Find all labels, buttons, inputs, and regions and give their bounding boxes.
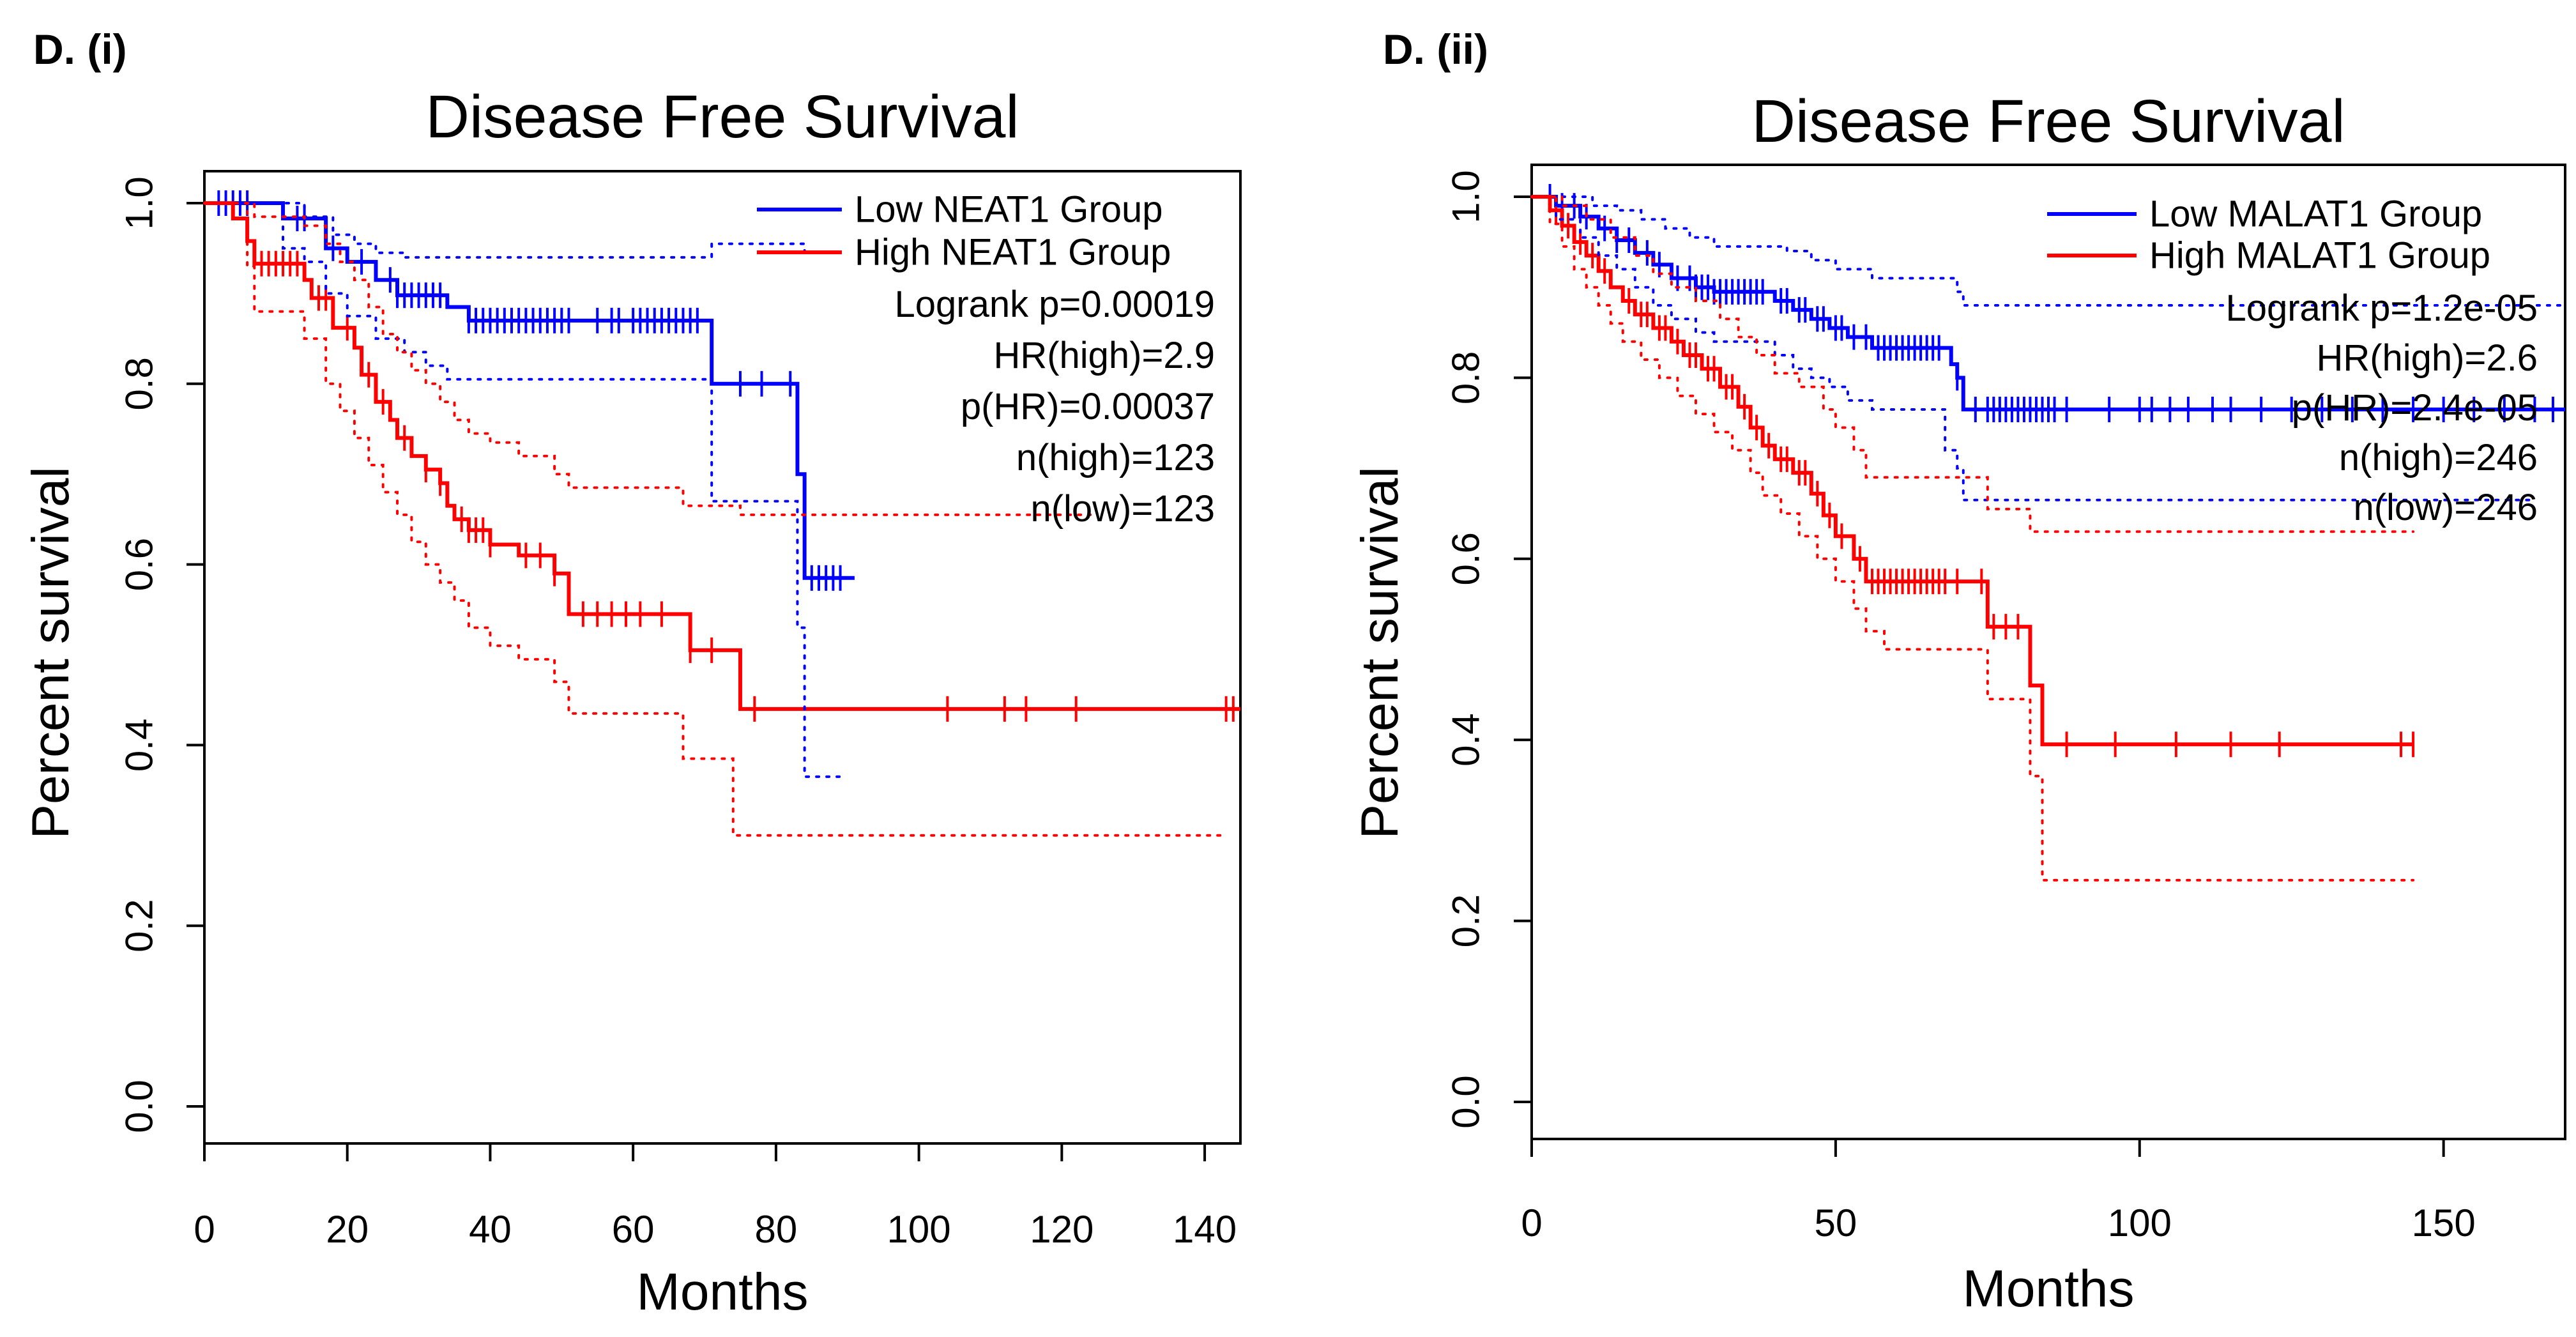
low-malat1-ci-lower — [1530, 195, 2536, 501]
low-neat1-group-curve — [204, 201, 855, 580]
stat-text: n(high)=246 — [2339, 437, 2538, 478]
x-axis-title: Months — [1963, 1260, 2135, 1318]
y-axis-title: Percent survival — [1351, 466, 1409, 839]
stat-text: Logrank p=1.2e-05 — [2225, 287, 2538, 329]
y-tick-label: 0.6 — [118, 538, 161, 591]
x-tick-label: 40 — [469, 1208, 512, 1251]
y-tick-label: 1.0 — [118, 176, 161, 229]
x-tick-label: 80 — [755, 1208, 798, 1251]
stat-text: p(HR)=2.4e-05 — [2292, 387, 2538, 429]
stat-text: HR(high)=2.9 — [993, 335, 1215, 376]
high-neat1-ci-lower — [203, 202, 1228, 837]
chart-title: Disease Free Survival — [1751, 88, 2345, 155]
x-tick-label: 60 — [612, 1208, 655, 1251]
high-malat1-group-curve — [1532, 195, 2414, 747]
legend-label: Low NEAT1 Group — [855, 189, 1162, 231]
y-tick-label: 0.0 — [118, 1080, 161, 1133]
y-axis-title: Percent survival — [22, 466, 80, 839]
legend-label: Low MALAT1 Group — [2149, 194, 2482, 235]
low-malat1-group-curve — [1532, 195, 2565, 411]
x-tick-label: 100 — [2108, 1202, 2172, 1244]
stat-text: Logrank p=0.00019 — [895, 284, 1216, 325]
stat-text: HR(high)=2.6 — [2316, 337, 2538, 379]
x-tick-label: 100 — [887, 1208, 951, 1251]
panel-label: D. (ii) — [1383, 26, 1488, 73]
plot-frame — [1530, 164, 2566, 1140]
legend-label: High NEAT1 Group — [855, 232, 1171, 273]
x-tick-label: 140 — [1173, 1208, 1237, 1251]
y-tick-label: 0.4 — [1445, 713, 1488, 766]
y-tick-label: 0.0 — [1445, 1075, 1488, 1128]
y-tick-label: 1.0 — [1445, 170, 1488, 223]
high-malat1-ci-lower — [1530, 195, 2415, 882]
x-tick-label: 20 — [326, 1208, 369, 1251]
stat-text: n(low)=246 — [2353, 487, 2538, 528]
y-tick-label: 0.8 — [1445, 351, 1488, 404]
y-tick-label: 0.4 — [118, 719, 161, 772]
legend-label: High MALAT1 Group — [2149, 235, 2490, 277]
y-tick-label: 0.2 — [118, 899, 161, 952]
x-tick-label: 0 — [194, 1208, 215, 1251]
chart-title: Disease Free Survival — [425, 83, 1019, 151]
y-tick-label: 0.6 — [1445, 532, 1488, 585]
high-malat1-ci-upper — [1530, 195, 2415, 533]
y-tick-label: 0.2 — [1445, 894, 1488, 947]
stat-text: n(high)=123 — [1016, 437, 1215, 478]
panel-1: D. (i) Disease Free Survival 0.0 0.2 0.4 0.6 0… — [22, 26, 1242, 1321]
x-tick-label: 120 — [1030, 1208, 1094, 1251]
x-tick-label: 150 — [2412, 1202, 2476, 1244]
x-tick-label: 50 — [1815, 1202, 1857, 1244]
x-tick-label: 0 — [1521, 1202, 1542, 1244]
panel-label: D. (i) — [33, 26, 127, 73]
plot-frame — [203, 170, 1242, 1145]
y-tick-label: 0.8 — [118, 357, 161, 410]
stat-text: n(low)=123 — [1030, 488, 1215, 530]
stat-text: p(HR)=0.00037 — [961, 386, 1215, 427]
x-axis-title: Months — [637, 1263, 809, 1321]
high-neat1-ci-upper — [203, 202, 1092, 516]
panel-2: D. (ii) Disease Free Survival 0.0 0.2 0.4 0.6… — [1351, 26, 2566, 1318]
low-neat1-ci-lower — [203, 202, 842, 778]
